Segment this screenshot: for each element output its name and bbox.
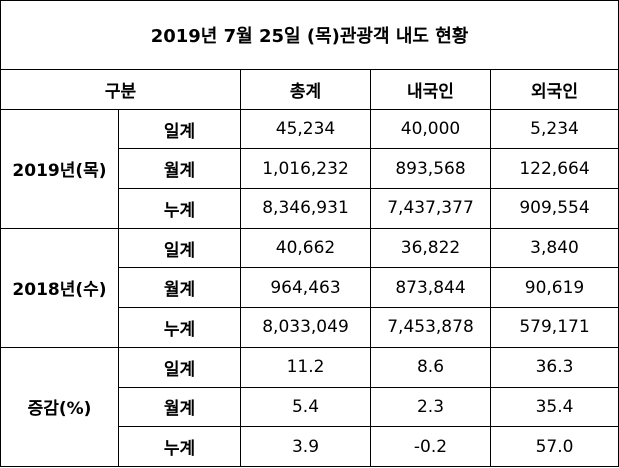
value-cell: 579,171	[489, 307, 619, 348]
value-cell: 11.2	[240, 346, 371, 388]
data-row: 누계 8,346,931 7,437,377 909,554	[1, 188, 619, 229]
data-row: 누계 3.9 -0.2 57.0	[1, 426, 619, 467]
value-cell: 964,463	[240, 267, 371, 309]
value-cell: 57.0	[489, 426, 619, 467]
value-cell: 5.4	[240, 386, 371, 428]
data-row: 월계 5.4 2.3 35.4	[1, 386, 619, 428]
value-cell: 36,822	[370, 227, 491, 269]
value-cell: 893,568	[370, 148, 491, 190]
value-cell: 7,437,377	[370, 188, 491, 229]
value-cell: 40,000	[370, 108, 491, 150]
header-cell: 외국인	[489, 69, 619, 110]
row-label: 누계	[118, 426, 241, 467]
data-row: 월계 1,016,232 893,568 122,664	[1, 148, 619, 190]
value-cell: 7,453,878	[370, 307, 491, 348]
group-label: 2018년(수)	[0, 227, 119, 348]
row-label: 월계	[118, 267, 241, 309]
value-cell: -0.2	[370, 426, 491, 467]
header-cell: 총계	[240, 69, 371, 110]
value-cell: 8.6	[370, 346, 491, 388]
row-label: 일계	[118, 346, 241, 388]
value-cell: 8,346,931	[240, 188, 371, 229]
table-title: 2019년 7월 25일 (목)관광객 내도 현황	[0, 0, 619, 70]
value-cell: 1,016,232	[240, 148, 371, 190]
data-row: 증감(%) 일계 11.2 8.6 36.3	[0, 346, 619, 468]
row-label: 일계	[118, 108, 241, 150]
group-label: 2019년(목)	[0, 108, 119, 229]
title-row: 2019년 7월 25일 (목)관광객 내도 현황	[0, 0, 619, 70]
data-row: 2018년(수) 일계 40,662 36,822 3,840	[0, 227, 619, 348]
row-label: 누계	[118, 188, 241, 229]
data-row: 누계 8,033,049 7,453,878 579,171	[1, 307, 619, 348]
row-label: 월계	[118, 386, 241, 428]
value-cell: 3.9	[240, 426, 371, 467]
row-label: 일계	[118, 227, 241, 269]
value-cell: 873,844	[370, 267, 491, 309]
data-row: 월계 964,463 873,844 90,619	[1, 267, 619, 309]
data-row: 2019년(목) 일계 45,234 40,000 5,234	[0, 108, 619, 229]
value-cell: 36.3	[489, 346, 619, 388]
value-cell: 40,662	[240, 227, 371, 269]
value-cell: 8,033,049	[240, 307, 371, 348]
header-cell: 구분	[0, 69, 241, 110]
row-label: 누계	[118, 307, 241, 348]
value-cell: 35.4	[489, 386, 619, 428]
header-row: 구분 총계 내국인 외국인	[0, 69, 619, 110]
row-label: 월계	[118, 148, 241, 190]
header-cell: 내국인	[370, 69, 491, 110]
value-cell: 3,840	[489, 227, 619, 269]
value-cell: 2.3	[370, 386, 491, 428]
value-cell: 90,619	[489, 267, 619, 309]
value-cell: 122,664	[489, 148, 619, 190]
value-cell: 45,234	[240, 108, 371, 150]
group-label: 증감(%)	[0, 346, 119, 468]
value-cell: 909,554	[489, 188, 619, 229]
value-cell: 5,234	[489, 108, 619, 150]
